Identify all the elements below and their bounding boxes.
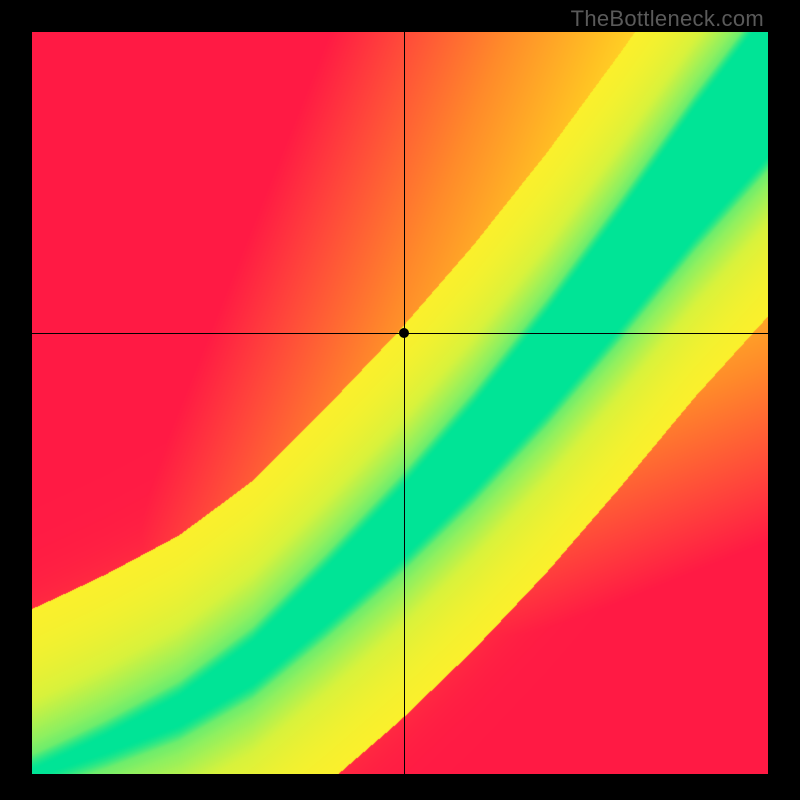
selection-marker[interactable] [399, 328, 409, 338]
watermark-text: TheBottleneck.com [571, 6, 764, 32]
plot-area [32, 32, 768, 774]
bottleneck-heatmap [32, 32, 768, 774]
crosshair-vertical [404, 32, 405, 774]
chart-container: TheBottleneck.com [0, 0, 800, 800]
